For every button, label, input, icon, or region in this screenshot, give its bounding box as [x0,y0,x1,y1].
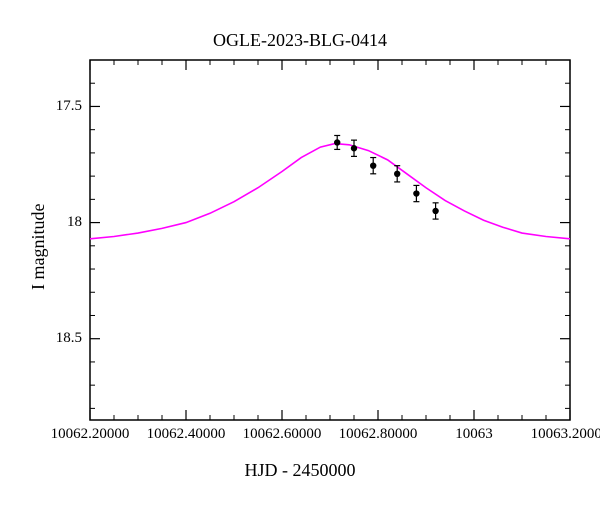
tick-label: 10062.20000 [51,426,130,443]
tick-label: 17.5 [56,98,82,115]
tick-label: 10063 [455,426,493,443]
tick-label: 10062.40000 [147,426,226,443]
tick-label: 18 [67,214,82,231]
chart-root: OGLE-2023-BLG-0414 I magnitude HJD - 245… [0,0,600,512]
tick-label: 18.5 [56,330,82,347]
tick-label: 10062.80000 [339,426,418,443]
tick-label: 10062.60000 [243,426,322,443]
tick-label: 10063.20000 [531,426,600,443]
